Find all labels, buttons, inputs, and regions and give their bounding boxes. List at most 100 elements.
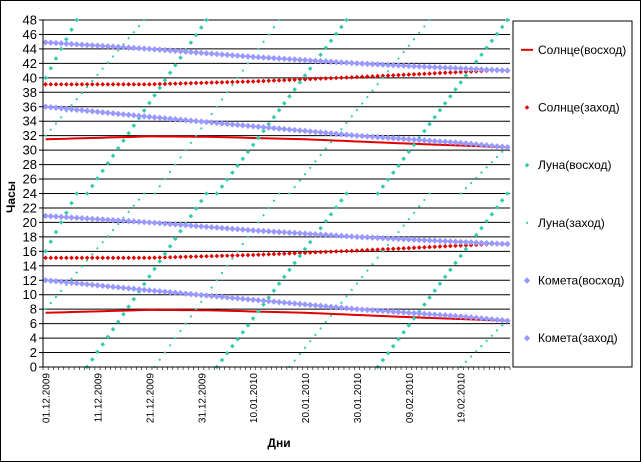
data-point <box>296 230 304 237</box>
data-point <box>405 136 413 143</box>
data-point <box>249 53 257 61</box>
data-point <box>324 320 327 324</box>
data-point <box>483 142 490 149</box>
data-point <box>255 53 262 61</box>
data-point <box>262 214 265 217</box>
data-point <box>120 111 127 118</box>
data-point <box>366 96 369 99</box>
data-point <box>91 79 94 82</box>
y-tick-label: 40 <box>23 70 37 85</box>
data-point <box>379 234 387 242</box>
data-point <box>319 153 322 157</box>
data-point <box>236 76 239 79</box>
data-point <box>499 198 505 203</box>
data-point <box>89 82 95 87</box>
data-point <box>364 60 371 68</box>
data-point <box>78 214 86 222</box>
data-point <box>204 80 209 86</box>
data-point <box>214 191 220 196</box>
data-point <box>322 231 329 239</box>
data-point <box>427 121 432 127</box>
data-point <box>296 127 304 134</box>
data-point <box>355 108 359 112</box>
y-tick-label: 38 <box>23 85 37 100</box>
data-point <box>478 239 485 247</box>
data-point <box>63 105 70 112</box>
data-point <box>286 55 293 63</box>
data-point <box>208 50 215 57</box>
data-point <box>406 245 412 251</box>
data-point <box>54 122 58 125</box>
data-point <box>333 31 339 37</box>
data-point <box>314 333 317 336</box>
data-point <box>318 52 323 57</box>
data-point <box>426 311 433 318</box>
data-point <box>400 309 407 316</box>
data-point <box>499 67 506 74</box>
data-point <box>151 219 158 227</box>
data-point <box>364 306 371 314</box>
data-point <box>375 73 380 79</box>
data-point <box>490 334 493 337</box>
data-point <box>452 312 459 320</box>
data-point <box>177 116 184 123</box>
data-point <box>69 82 74 87</box>
data-point <box>140 113 148 120</box>
data-point <box>230 170 235 175</box>
data-point <box>463 246 469 252</box>
data-point <box>218 224 226 232</box>
data-point <box>490 161 493 164</box>
data-point <box>120 284 127 292</box>
data-point <box>436 311 444 319</box>
data-point <box>448 70 453 75</box>
data-point <box>187 290 195 298</box>
y-tick-label: 4 <box>30 331 37 346</box>
data-point <box>74 255 80 261</box>
data-point <box>219 357 225 363</box>
data-point <box>271 251 277 257</box>
y-axis-title: Часы <box>4 181 18 213</box>
data-point <box>140 218 148 226</box>
data-point <box>83 41 91 49</box>
data-point <box>371 89 374 92</box>
data-point <box>467 314 475 321</box>
data-point <box>415 63 423 70</box>
data-point <box>109 43 117 50</box>
data-point <box>350 115 353 118</box>
data-point <box>302 76 308 82</box>
y-tick-label: 10 <box>23 287 37 302</box>
data-point <box>230 79 235 85</box>
data-point <box>105 82 111 87</box>
data-point <box>292 87 297 92</box>
data-point <box>345 295 348 298</box>
x-axis-title: Дни <box>267 436 290 450</box>
data-point <box>523 334 531 342</box>
data-point <box>141 255 147 261</box>
data-point <box>261 128 266 134</box>
data-point <box>432 244 438 250</box>
data-point <box>359 74 365 80</box>
data-point <box>157 81 163 87</box>
data-point <box>270 54 278 62</box>
data-point <box>281 274 287 280</box>
data-point <box>57 278 65 285</box>
data-point <box>188 254 194 259</box>
data-point <box>494 205 500 210</box>
data-point <box>99 42 106 50</box>
data-point <box>69 255 74 261</box>
data-point <box>64 255 69 261</box>
data-point <box>194 134 198 137</box>
data-point <box>349 248 355 254</box>
data-point <box>121 311 126 317</box>
data-point <box>104 109 112 117</box>
data-point <box>115 284 122 291</box>
data-point <box>256 252 261 258</box>
data-point <box>401 156 406 162</box>
data-point <box>436 138 444 145</box>
data-point <box>327 303 335 311</box>
data-point <box>271 114 277 120</box>
data-point <box>493 143 501 150</box>
data-point <box>49 128 52 131</box>
data-point <box>396 163 401 169</box>
data-point <box>483 239 490 247</box>
